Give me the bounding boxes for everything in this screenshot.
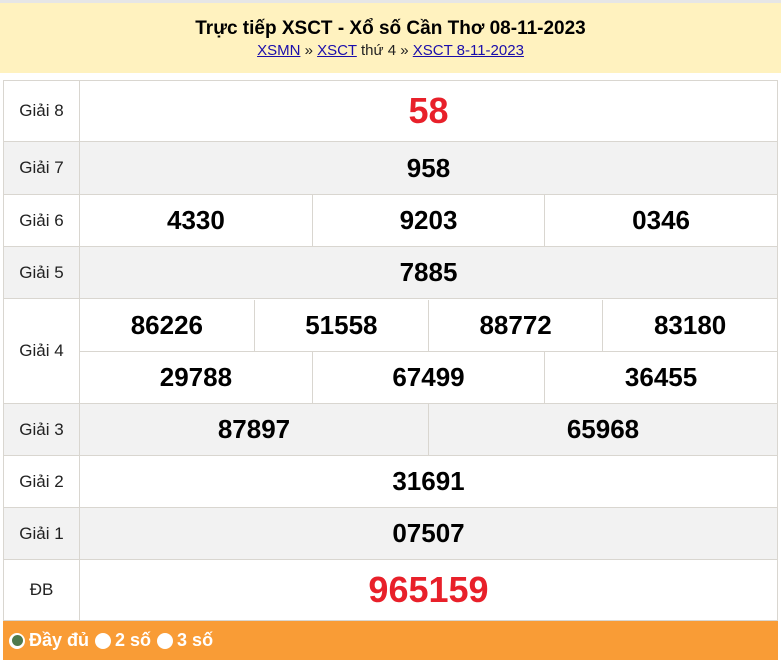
prize-number: 0346 <box>544 195 777 246</box>
prize-number: 958 <box>79 141 778 195</box>
prize-label: Giải 7 <box>3 141 80 195</box>
prize-row-2: Giải 2 31691 <box>3 455 778 508</box>
prize-number: 83180 <box>602 299 777 351</box>
prize-label: Giải 8 <box>3 80 80 142</box>
prize-row-6: Giải 6 4330 9203 0346 <box>3 194 778 247</box>
breadcrumb-xsmn-link[interactable]: XSMN <box>257 42 301 59</box>
option-label: 2 số <box>115 630 152 650</box>
radio-icon[interactable] <box>157 632 174 649</box>
prize-number: 7885 <box>79 246 778 299</box>
breadcrumb-separator: » <box>396 42 413 59</box>
option-full[interactable]: Đầy đủ <box>9 630 89 651</box>
prize-number: 88772 <box>427 299 603 351</box>
prize-row-4: Giải 4 86226 51558 88772 83180 29788 674… <box>3 298 778 404</box>
prize-number: 29788 <box>159 361 233 392</box>
prize-label: Giải 2 <box>3 455 80 508</box>
option-2-digits[interactable]: 2 số <box>95 630 151 651</box>
prize-row-special: ĐB 965159 <box>3 559 778 621</box>
prize-number: 65968 <box>428 404 777 455</box>
breadcrumb-xsct-link[interactable]: XSCT <box>317 42 357 59</box>
prize-number: 36455 <box>544 351 777 403</box>
prize-row-1: Giải 1 07507 <box>3 507 778 560</box>
prize-row-3: Giải 3 87897 65968 <box>3 403 778 456</box>
radio-icon[interactable] <box>95 632 112 649</box>
breadcrumb-weekday: thứ 4 <box>356 42 397 59</box>
prize-row-7: Giải 7 958 <box>3 141 778 195</box>
prize-number: 86226 <box>130 309 204 340</box>
page-header: Trực tiếp XSCT - Xổ số Cần Thơ 08-11-202… <box>0 3 781 73</box>
prize-number: 4330 <box>166 205 225 235</box>
prize-label: ĐB <box>3 559 80 621</box>
breadcrumb-date-link[interactable]: XSCT 8-11-2023 <box>412 42 524 59</box>
breadcrumb-separator: » <box>300 42 318 59</box>
prize-number: 07507 <box>79 507 778 560</box>
option-label: 3 số <box>177 630 214 650</box>
prize-number: 67499 <box>311 351 545 403</box>
results-table: Giải 8 58 Giải 7 958 Giải 6 4330 9203 03… <box>3 80 778 621</box>
prize-label: Giải 1 <box>3 507 80 560</box>
prize-number: 87897 <box>80 404 429 455</box>
option-label: Đầy đủ <box>29 630 90 650</box>
prize-row-5: Giải 5 7885 <box>3 246 778 299</box>
special-prize-number: 965159 <box>79 559 778 621</box>
display-options-bar: Đầy đủ 2 số 3 số <box>3 621 778 660</box>
page-title: Trực tiếp XSCT - Xổ số Cần Thơ 08-11-202… <box>195 18 586 39</box>
prize-label: Giải 4 <box>3 298 80 404</box>
prize-label: Giải 6 <box>3 194 80 247</box>
prize-number: 51558 <box>253 299 429 351</box>
prize-label: Giải 3 <box>3 403 80 456</box>
prize-number: 58 <box>79 80 778 142</box>
radio-selected-icon[interactable] <box>9 632 25 649</box>
prize-label: Giải 5 <box>3 246 80 299</box>
prize-number: 9203 <box>311 195 545 246</box>
breadcrumb: XSMN » XSCT thứ 4 » XSCT 8-11-2023 <box>0 41 781 61</box>
top-border <box>0 0 781 3</box>
option-3-digits[interactable]: 3 số <box>157 630 213 651</box>
prize-number: 31691 <box>79 455 778 508</box>
prize-row-8: Giải 8 58 <box>3 80 778 142</box>
